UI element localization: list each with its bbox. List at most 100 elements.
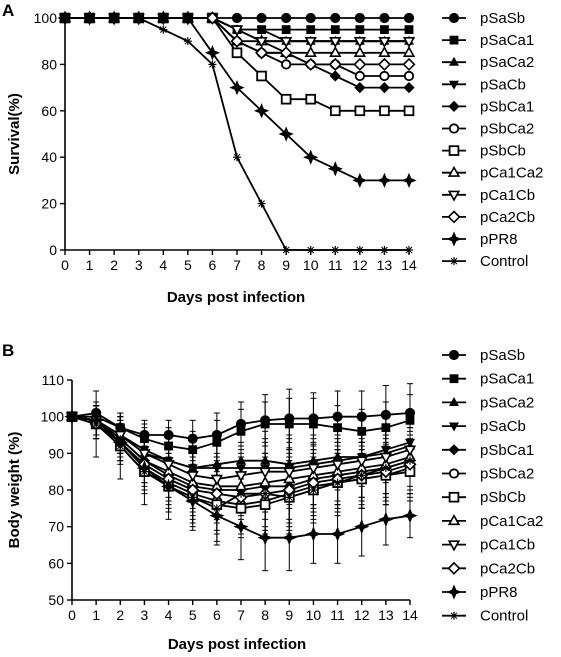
panel-b-point-pca1cb	[211, 474, 223, 486]
panel-b-point-control	[115, 441, 125, 451]
panel-a-y-tick-label: 0	[49, 242, 57, 258]
panel-a-point-control	[232, 152, 242, 162]
panel-a-x-tick-label: 11	[328, 257, 343, 273]
panel-b-point-ppr8	[403, 509, 417, 523]
panel-a-point-psaca1	[355, 25, 365, 34]
panel-b-point-psasb	[332, 411, 343, 422]
panel-b-legend-item-ppr8: pPR8	[442, 584, 518, 601]
panel-a-point-ppr8	[377, 173, 391, 187]
panel-a-point-psaca1	[306, 25, 316, 34]
panel-a-point-psaca1	[281, 25, 291, 34]
panel-a-x-tick-label: 6	[209, 257, 217, 273]
panel-b-point-ppr8	[379, 512, 393, 526]
panel-a-point-pca2cb	[329, 58, 342, 71]
panel-b-x-tick-label: 10	[306, 607, 322, 623]
panel-b-legend-label-pca2cb: pCa2Cb	[480, 560, 535, 577]
panel-a-point-control	[256, 199, 267, 209]
panel-a-point-psbcb	[403, 105, 415, 117]
panel-b-legend-item-psbca2: pSbCa2	[442, 466, 534, 483]
panel-a-point-control	[207, 59, 218, 70]
panel-a-legend-item-psacb: pSaCb	[442, 76, 526, 93]
panel-a-x-tick-label: 13	[377, 257, 393, 273]
panel-b-point-ppr8	[234, 520, 248, 534]
panel-b-legend-marker-ppr8	[447, 585, 461, 599]
panel-a-point-psasb	[330, 12, 341, 24]
panel-a-point-ppr8	[205, 46, 219, 60]
panel-a-point-control	[183, 36, 193, 46]
panel-b-point-psaca2	[260, 455, 271, 465]
panel-a-y-tick-label: 40	[41, 149, 57, 165]
panel-a-point-psasb	[305, 12, 316, 24]
panel-b-point-control	[139, 467, 150, 477]
panel-a-point-psasb	[379, 12, 390, 24]
panel-a-point-psbca2	[403, 70, 415, 82]
panel-b-point-psaca1	[333, 423, 342, 433]
panel-b-legend-item-control: Control	[442, 608, 528, 625]
panel-b-x-tick-label: 4	[165, 607, 173, 623]
panel-a-x-tick-label: 7	[233, 257, 241, 273]
panel-a-point-control	[158, 25, 168, 35]
panel-a-x-tick-label: 3	[135, 257, 143, 273]
panel-b-legend-item-psacb: pSaCb	[442, 418, 526, 435]
panel-a-legend-marker-pca1cb	[448, 190, 460, 201]
panel-a-legend-label-psaca2: pSaCa2	[480, 54, 534, 71]
panel-a-legend-marker-ppr8	[447, 232, 461, 246]
panel-a-legend-marker-control	[449, 256, 459, 266]
panel-b-legend-item-psaca1: pSaCa1	[442, 371, 534, 388]
panel-a-point-psasb	[403, 12, 415, 24]
panel-a-point-psasb	[281, 12, 292, 24]
panel-a-point-psbca1	[403, 82, 415, 94]
panel-a-legend-label-psbcb: pSbCb	[480, 143, 526, 160]
panel-a-y-axis-label: Survival(%)	[6, 93, 23, 175]
panel-b-point-psaca1	[381, 423, 391, 433]
panel-a-point-control	[84, 13, 95, 23]
panel-b-label: B	[2, 341, 14, 360]
panel-a-point-psbca2	[354, 70, 365, 82]
panel-b-point-ppr8	[258, 531, 272, 545]
panel-b-x-axis-label: Days post infection	[168, 636, 306, 653]
panel-a-point-psbcb	[329, 105, 341, 117]
panel-b-point-psaca1	[284, 419, 294, 429]
panel-a-point-control	[134, 13, 144, 23]
panel-b-legend-item-psaca2: pSaCa2	[442, 394, 534, 411]
panel-a-legend-item-psasb: pSaSb	[442, 10, 525, 27]
panel-b-legend-item-psasb: pSaSb	[442, 347, 525, 364]
panel-a-point-pca2cb	[255, 46, 268, 60]
panel-a-point-psbcb	[354, 105, 366, 117]
panel-a-point-control	[109, 13, 119, 23]
panel-a-point-ppr8	[328, 162, 342, 176]
panel-b-legend-label-pca1ca2: pCa1Ca2	[480, 513, 543, 530]
panel-a-legend-item-pca1cb: pCa1Cb	[442, 187, 535, 204]
panel-b-x-tick-label: 13	[378, 607, 394, 623]
panel-a-x-tick-label: 5	[184, 257, 192, 273]
panel-b-legend-label-psaca1: pSaCa1	[480, 371, 534, 388]
panel-b-point-control	[381, 463, 391, 473]
panel-b-point-psaca1	[164, 441, 173, 451]
panel-a-point-psbcb	[379, 105, 390, 117]
panel-b-point-control	[332, 478, 343, 488]
panel-a-legend-item-psbcb: pSbCb	[442, 143, 526, 160]
panel-b-x-tick-label: 0	[68, 607, 76, 623]
panel-b-legend-label-psbca2: pSbCa2	[480, 466, 534, 483]
panel-b-point-control	[212, 503, 222, 513]
panel-b-legend-marker-pca2cb	[447, 562, 461, 575]
panel-a-point-psbcb	[256, 70, 267, 82]
panel-b-point-psbcb	[259, 499, 271, 510]
panel-b-point-psaca1	[140, 434, 149, 444]
panel-a-series-markers	[58, 11, 416, 255]
panel-a-point-psasb	[231, 12, 243, 24]
panel-b-point-psaca2	[236, 455, 246, 465]
panel-b-point-control	[308, 485, 319, 495]
panel-b-legend-label-pca1cb: pCa1Cb	[480, 537, 535, 554]
panel-b-y-tick-label: 60	[48, 555, 64, 571]
panel-a-legend-item-psaca2: pSaCa2	[442, 54, 534, 71]
panel-a-y-tick-label: 60	[41, 103, 57, 119]
panel-b-legend-marker-psbcb	[448, 491, 460, 503]
panel-b-legend-label-psacb: pSaCb	[480, 418, 526, 435]
panel-a-point-psbca1	[354, 82, 366, 94]
panel-b-x-tick-label: 5	[189, 607, 197, 623]
panel-b-x-tick-label: 1	[92, 607, 100, 623]
panel-b-x-tick-label: 9	[285, 607, 293, 623]
panel-a-legend-label-psaca1: pSaCa1	[480, 32, 534, 49]
